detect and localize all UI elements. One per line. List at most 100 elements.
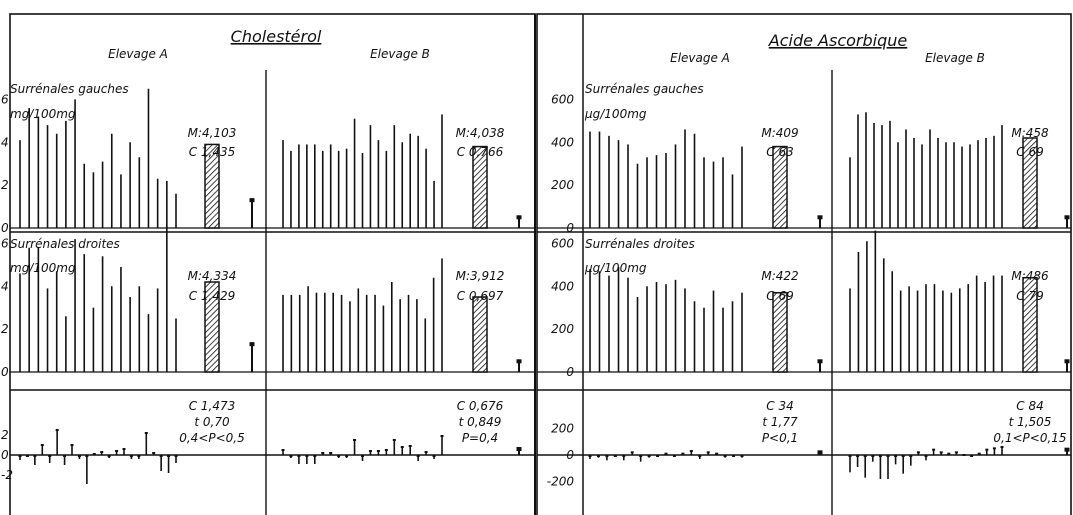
ascorbic-data-cap xyxy=(723,455,727,457)
ascorbic-data-cap xyxy=(605,455,609,457)
ascorbic-stat-text: M:409 xyxy=(761,126,798,140)
cholesterol-mean-bar xyxy=(472,145,488,229)
cholesterol-data-cap xyxy=(48,455,52,457)
cholesterol-data-cap xyxy=(33,455,37,457)
ascorbic-data-cap xyxy=(970,455,974,457)
ascorbic-data-cap xyxy=(977,452,981,455)
ascorbic-mean-bar xyxy=(772,145,788,229)
cholesterol-data-cap xyxy=(63,455,67,457)
ascorbic-data-cap xyxy=(656,455,660,457)
cholesterol-data-cap xyxy=(424,451,428,453)
chart-labels: Cholestérol Elevage A Elevage B Surrénales … xyxy=(1,27,1067,489)
cholesterol-panel-label: Surrénales droites xyxy=(10,237,120,251)
cholesterol-stat-text: 0,4<P<0,5 xyxy=(179,431,245,445)
ascorbic-data-cap xyxy=(916,451,920,454)
ascorbic-panel-unit: µg/100mg xyxy=(584,107,647,121)
ascorbic-mean-bar xyxy=(1022,276,1038,373)
cholesterol-data-cap xyxy=(55,429,59,431)
ascorbic-tick-label: 200 xyxy=(551,322,574,336)
cholesterol-data-cap xyxy=(353,439,357,441)
cholesterol-data-cap xyxy=(321,452,325,454)
ascorbic-stat-text: 0,1<P<0,15 xyxy=(993,431,1066,445)
ascorbic-stat-text: C 63 xyxy=(766,145,793,159)
ascorbic-stat-text: C 69 xyxy=(1016,145,1043,159)
ascorbic-data-cap xyxy=(878,455,882,457)
ascorbic-data-cap xyxy=(1000,446,1004,448)
cholesterol-data-cap xyxy=(92,453,96,455)
ascorbic-reference-cap xyxy=(1064,215,1070,220)
cholesterol-data-cap xyxy=(18,455,22,457)
ascorbic-data-cap xyxy=(664,452,668,455)
cholesterol-tick-label: -2 xyxy=(1,468,13,482)
ascorbic-data-cap xyxy=(681,452,685,455)
ascorbic-data-cap xyxy=(901,455,905,457)
ascorbic-reference-cap xyxy=(1064,359,1070,364)
ascorbic-tick-label: 0 xyxy=(566,365,574,379)
ascorbic-stat-text: t 1,505 xyxy=(1009,415,1052,429)
cholesterol-data-cap xyxy=(392,439,396,441)
ascorbic-reference-cap xyxy=(1064,447,1070,452)
cholesterol-stat-text: C 0,697 xyxy=(457,289,504,303)
cholesterol-data-cap xyxy=(137,455,141,457)
ascorbic-data-cap xyxy=(962,454,966,456)
ascorbic-data-cap xyxy=(672,455,676,457)
ascorbic-stat-text: t 1,77 xyxy=(762,415,798,429)
cholesterol-data-cap xyxy=(144,432,148,434)
ascorbic-data-cap xyxy=(863,455,867,457)
ascorbic-data-cap xyxy=(871,455,875,457)
cholesterol-tick-label: 0 xyxy=(1,365,9,379)
ascorbic-stat-text: P<0,1 xyxy=(762,431,798,445)
ascorbic-stat-text: M:486 xyxy=(1011,269,1049,283)
cholesterol-tick-label: 0 xyxy=(1,448,9,462)
cholesterol-panel-label: Surrénales gauches xyxy=(10,82,129,96)
cholesterol-data-cap xyxy=(305,455,309,457)
cholesterol-data-cap xyxy=(129,455,133,457)
cholesterol-mean-bar xyxy=(204,281,220,373)
cholesterol-data-cap xyxy=(376,450,380,452)
cholesterol-data-cap xyxy=(159,455,163,457)
ascorbic-tick-label: 0 xyxy=(566,221,574,235)
ascorbic-data-cap xyxy=(689,450,693,452)
ascorbic-data-cap xyxy=(596,455,600,457)
cholesterol-data-cap xyxy=(408,445,412,447)
ascorbic-tick-label: 200 xyxy=(551,178,574,192)
ascorbic-data-cap xyxy=(856,455,860,457)
cholesterol-data-cap xyxy=(281,449,285,451)
ascorbic-panel-label: Surrénales gauches xyxy=(585,82,704,96)
cholesterol-data-cap xyxy=(40,444,44,446)
ascorbic-tick-label: 600 xyxy=(551,92,574,106)
cholesterol-data-cap xyxy=(100,451,104,453)
chart-marks xyxy=(10,88,1071,484)
cholesterol-data-cap xyxy=(122,448,126,450)
cholesterol-reference-cap xyxy=(249,342,255,347)
ascorbic-data-cap xyxy=(647,455,651,457)
cholesterol-data-cap xyxy=(174,455,178,457)
ascorbic-panel-label: Surrénales droites xyxy=(585,237,695,251)
cholesterol-data-cap xyxy=(329,452,333,454)
cholesterol-panel-unit: mg/100mg xyxy=(10,261,76,275)
cholesterol-data-cap xyxy=(416,455,420,457)
ascorbic-chart-title: Acide Ascorbique xyxy=(768,31,908,50)
ascorbic-stat-text: C 34 xyxy=(766,399,793,413)
cholesterol-data-cap xyxy=(107,455,111,457)
cholesterol-data-cap xyxy=(361,455,364,457)
cholesterol-data-cap xyxy=(289,455,293,457)
cholesterol-tick-label: 4 xyxy=(1,279,9,293)
cholesterol-stat-text: t 0,849 xyxy=(459,415,502,429)
ascorbic-data-cap xyxy=(985,448,989,451)
cholesterol-data-cap xyxy=(85,455,89,457)
ascorbic-reference-cap xyxy=(817,359,823,364)
cholesterol-data-cap xyxy=(167,455,171,457)
cholesterol-tick-label: 2 xyxy=(1,428,9,442)
cholesterol-stat-text: t 0,70 xyxy=(194,415,230,429)
cholesterol-tick-label: 6 xyxy=(1,236,9,250)
ascorbic-stat-text: M:458 xyxy=(1011,126,1049,140)
cholesterol-tick-label: 6 xyxy=(1,92,9,106)
ascorbic-data-cap xyxy=(848,455,852,457)
ascorbic-frame xyxy=(536,13,1072,515)
ascorbic-data-cap xyxy=(740,455,744,457)
cholesterol-data-cap xyxy=(70,444,74,446)
ascorbic-group-label: Elevage B xyxy=(925,51,985,65)
ascorbic-data-cap xyxy=(622,455,626,457)
ascorbic-data-cap xyxy=(715,452,719,455)
